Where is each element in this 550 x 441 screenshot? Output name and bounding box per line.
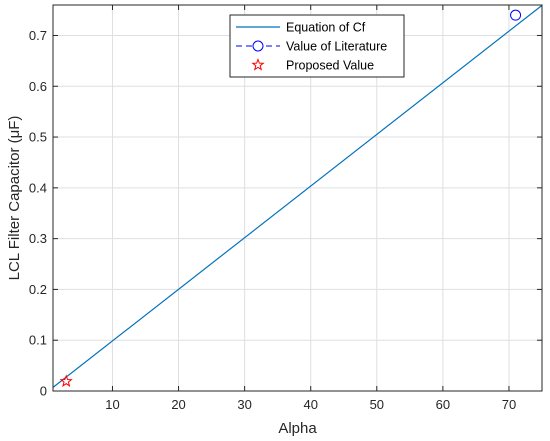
y-axis-label: LCL Filter Capacitor (μF): [6, 116, 23, 281]
x-tick-label: 10: [105, 397, 119, 412]
x-tick-label: 70: [502, 397, 516, 412]
axes-box: [52, 4, 543, 392]
y-axis-ticks: 0 0.1 0.2 0.3 0.4 0.5 0.6 0.7: [29, 28, 542, 399]
legend: Equation of Cf Value of Literature Propose…: [229, 14, 405, 78]
x-axis-ticks: 10 20 30 40 50 60 70: [105, 5, 516, 412]
legend-label: Proposed Value: [286, 59, 374, 73]
x-tick-label: 20: [171, 397, 185, 412]
y-tick-label: 0.1: [29, 333, 47, 348]
x-axis-label: Alpha: [278, 420, 317, 437]
series-layer: [52, 4, 543, 388]
y-tick-label: 0.4: [29, 180, 47, 195]
series-line-equation-of-cf: [52, 4, 543, 388]
legend-swatch-star: [251, 58, 265, 71]
y-tick-label: 0.3: [29, 231, 47, 246]
legend-label: Equation of Cf: [286, 21, 366, 35]
axes-frame: [52, 4, 543, 392]
x-tick-label: 60: [436, 397, 450, 412]
y-tick-label: 0.7: [29, 28, 47, 43]
x-tick-label: 50: [370, 397, 384, 412]
y-tick-label: 0.2: [29, 282, 47, 297]
legend-swatch-circle: [252, 40, 264, 52]
point-value-of-literature: [510, 9, 522, 21]
legend-label: Value of Literature: [286, 40, 387, 54]
x-tick-label: 40: [303, 397, 317, 412]
y-tick-label: 0.6: [29, 79, 47, 94]
y-tick-label: 0: [40, 384, 47, 399]
point-proposed-value: [59, 374, 73, 387]
y-tick-label: 0.5: [29, 130, 47, 145]
x-tick-label: 30: [237, 397, 251, 412]
